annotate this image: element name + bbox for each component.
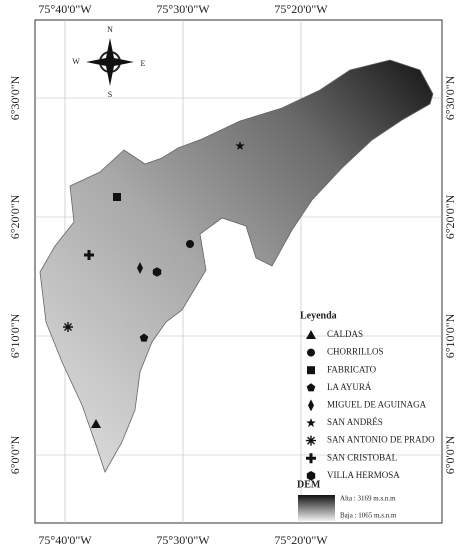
station-marker — [306, 418, 316, 427]
station-marker — [137, 262, 143, 274]
compass-letter: N — [107, 25, 113, 34]
cross — [84, 250, 94, 260]
coord-label: 6°0'0"N — [443, 435, 457, 474]
star — [306, 418, 316, 427]
dem-title: DEM — [297, 479, 321, 490]
circle — [307, 348, 315, 357]
star — [235, 141, 245, 150]
triangle — [91, 419, 101, 428]
legend-label: VILLA HERMOSA — [327, 470, 400, 480]
station-marker — [235, 141, 245, 150]
legend-label: CHORRILLOS — [327, 347, 384, 357]
station-marker — [186, 240, 194, 248]
compass-letter: W — [72, 57, 80, 66]
pentagon — [139, 333, 149, 342]
coord-label: 75°30'0"W — [156, 2, 210, 16]
dem-low: Baja : 1065 m.s.n.m — [340, 512, 397, 520]
north-arrow — [86, 38, 134, 86]
coord-label: 75°20'0"W — [274, 533, 328, 547]
diamond — [137, 262, 143, 274]
legend-title: Leyenda — [300, 310, 337, 321]
station-marker — [306, 330, 316, 339]
coord-label: 6°30'0"N — [8, 75, 22, 120]
dem-ramp — [298, 495, 335, 521]
circle — [186, 240, 194, 248]
triangle — [306, 330, 316, 339]
station-marker — [113, 193, 121, 201]
coord-label: 6°10'0"N — [8, 313, 22, 358]
pentagon — [306, 383, 316, 392]
coord-label: 6°20'0"N — [443, 194, 457, 239]
diamond — [308, 399, 314, 412]
coord-label: 75°30'0"W — [156, 533, 210, 547]
hexagon — [152, 267, 162, 277]
hexagon — [306, 471, 316, 481]
coord-label: 75°20'0"W — [274, 2, 328, 16]
legend-label: SAN ANTONIO DE PRADO — [327, 435, 435, 445]
station-marker — [308, 399, 314, 412]
legend-label: SAN CRISTOBAL — [327, 452, 397, 462]
station-marker — [307, 366, 315, 375]
coord-label: 75°40'0"W — [38, 533, 92, 547]
compass-letter: S — [108, 90, 112, 99]
asterisk — [306, 435, 316, 446]
basin-dem — [39, 59, 434, 473]
station-marker — [84, 250, 94, 260]
coord-label: 75°40'0"W — [38, 2, 92, 16]
legend-label: CALDAS — [327, 329, 363, 339]
legend-label: MIGUEL DE AGUINAGA — [327, 399, 427, 409]
asterisk — [63, 322, 73, 332]
station-marker — [152, 267, 162, 277]
coord-label: 6°30'0"N — [443, 75, 457, 120]
station-marker — [63, 322, 73, 332]
station-marker — [306, 435, 316, 446]
coord-label: 6°20'0"N — [8, 194, 22, 239]
compass-letter: E — [141, 59, 146, 68]
square — [307, 366, 315, 375]
legend-label: LA AYURÁ — [327, 382, 372, 392]
station-marker — [307, 348, 315, 357]
dem-high: Alta : 3169 m.s.n.m — [340, 495, 396, 503]
legend-label: FABRICATO — [327, 364, 377, 374]
coord-label: 6°10'0"N — [443, 313, 457, 358]
station-marker — [139, 333, 149, 342]
coord-label: 6°0'0"N — [8, 435, 22, 474]
square — [113, 193, 121, 201]
station-marker — [306, 471, 316, 481]
legend-label: SAN ANDRÉS — [327, 417, 383, 427]
cross — [306, 453, 316, 464]
station-marker — [91, 419, 101, 428]
station-marker — [306, 453, 316, 464]
station-marker — [306, 383, 316, 392]
